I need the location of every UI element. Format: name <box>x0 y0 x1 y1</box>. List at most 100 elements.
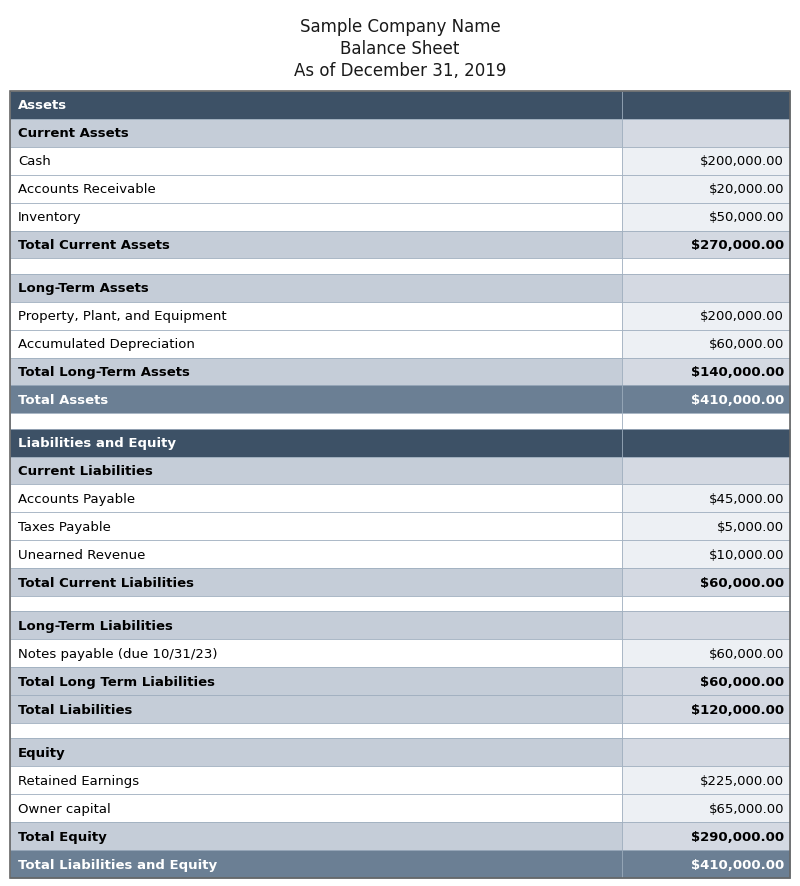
Text: $290,000.00: $290,000.00 <box>691 829 784 843</box>
Text: $270,000.00: $270,000.00 <box>691 238 784 252</box>
Bar <box>10 739 622 766</box>
Text: $410,000.00: $410,000.00 <box>690 858 784 871</box>
Bar <box>10 851 622 878</box>
Bar <box>622 231 790 259</box>
Bar <box>622 795 790 822</box>
Text: Sample Company Name: Sample Company Name <box>300 18 500 36</box>
Bar <box>10 414 622 429</box>
Bar <box>622 148 790 175</box>
Bar <box>10 358 622 386</box>
Text: Assets: Assets <box>18 99 67 113</box>
Bar <box>622 596 790 612</box>
Bar <box>10 92 622 120</box>
Text: Taxes Payable: Taxes Payable <box>18 520 111 533</box>
Text: Accounts Payable: Accounts Payable <box>18 493 135 505</box>
Bar <box>622 414 790 429</box>
Text: $120,000.00: $120,000.00 <box>691 703 784 716</box>
Bar <box>10 667 622 696</box>
Bar <box>622 667 790 696</box>
Bar <box>10 330 622 358</box>
Text: $60,000.00: $60,000.00 <box>709 647 784 660</box>
Bar <box>622 569 790 596</box>
Text: Current Liabilities: Current Liabilities <box>18 464 153 478</box>
Bar <box>622 696 790 723</box>
Text: $60,000.00: $60,000.00 <box>700 675 784 688</box>
Bar <box>622 259 790 275</box>
Text: Balance Sheet: Balance Sheet <box>340 40 460 58</box>
Bar <box>622 429 790 457</box>
Bar <box>10 540 622 569</box>
Text: Long-Term Liabilities: Long-Term Liabilities <box>18 619 173 633</box>
Bar <box>10 275 622 302</box>
Text: Inventory: Inventory <box>18 211 82 224</box>
Text: Owner capital: Owner capital <box>18 802 110 815</box>
Text: Total Long-Term Assets: Total Long-Term Assets <box>18 366 190 378</box>
Text: Total Current Assets: Total Current Assets <box>18 238 170 252</box>
Text: As of December 31, 2019: As of December 31, 2019 <box>294 62 506 80</box>
Text: $225,000.00: $225,000.00 <box>700 774 784 787</box>
Text: Unearned Revenue: Unearned Revenue <box>18 548 146 561</box>
Text: Liabilities and Equity: Liabilities and Equity <box>18 437 176 449</box>
Bar <box>622 302 790 330</box>
Text: Total Current Liabilities: Total Current Liabilities <box>18 576 194 589</box>
Bar <box>10 723 622 739</box>
Bar <box>622 612 790 640</box>
Text: Accounts Receivable: Accounts Receivable <box>18 183 156 196</box>
Bar <box>10 231 622 259</box>
Bar <box>10 822 622 851</box>
Text: $410,000.00: $410,000.00 <box>690 393 784 407</box>
Text: Accumulated Depreciation: Accumulated Depreciation <box>18 338 195 351</box>
Bar <box>622 822 790 851</box>
Text: $65,000.00: $65,000.00 <box>709 802 784 815</box>
Text: Cash: Cash <box>18 155 50 168</box>
Text: Total Long Term Liabilities: Total Long Term Liabilities <box>18 675 215 688</box>
Bar <box>10 640 622 667</box>
Bar <box>622 457 790 485</box>
Bar <box>10 204 622 231</box>
Bar <box>622 330 790 358</box>
Bar <box>622 204 790 231</box>
Text: $45,000.00: $45,000.00 <box>709 493 784 505</box>
Text: $60,000.00: $60,000.00 <box>709 338 784 351</box>
Text: Notes payable (due 10/31/23): Notes payable (due 10/31/23) <box>18 647 218 660</box>
Text: Long-Term Assets: Long-Term Assets <box>18 282 149 295</box>
Bar <box>10 457 622 485</box>
Bar <box>10 92 790 878</box>
Bar <box>10 175 622 204</box>
Bar <box>622 739 790 766</box>
Text: $20,000.00: $20,000.00 <box>709 183 784 196</box>
Text: Property, Plant, and Equipment: Property, Plant, and Equipment <box>18 310 226 323</box>
Bar <box>622 513 790 540</box>
Text: $200,000.00: $200,000.00 <box>700 155 784 168</box>
Text: Retained Earnings: Retained Earnings <box>18 774 139 787</box>
Text: $140,000.00: $140,000.00 <box>690 366 784 378</box>
Text: $200,000.00: $200,000.00 <box>700 310 784 323</box>
Bar <box>622 358 790 386</box>
Bar <box>10 696 622 723</box>
Bar <box>622 851 790 878</box>
Bar <box>10 795 622 822</box>
Bar <box>10 596 622 612</box>
Bar <box>10 429 622 457</box>
Text: $50,000.00: $50,000.00 <box>709 211 784 224</box>
Bar <box>10 513 622 540</box>
Bar <box>622 540 790 569</box>
Bar <box>622 275 790 302</box>
Bar <box>622 640 790 667</box>
Text: Equity: Equity <box>18 746 66 759</box>
Bar <box>10 148 622 175</box>
Bar <box>10 612 622 640</box>
Bar <box>622 485 790 513</box>
Bar <box>10 302 622 330</box>
Bar <box>10 120 622 148</box>
Text: Total Liabilities and Equity: Total Liabilities and Equity <box>18 858 217 871</box>
Bar <box>10 259 622 275</box>
Text: $5,000.00: $5,000.00 <box>717 520 784 533</box>
Bar <box>10 485 622 513</box>
Bar <box>622 386 790 414</box>
Text: Current Assets: Current Assets <box>18 128 129 140</box>
Text: Total Equity: Total Equity <box>18 829 106 843</box>
Text: Total Liabilities: Total Liabilities <box>18 703 132 716</box>
Text: $10,000.00: $10,000.00 <box>709 548 784 561</box>
Bar <box>622 766 790 795</box>
